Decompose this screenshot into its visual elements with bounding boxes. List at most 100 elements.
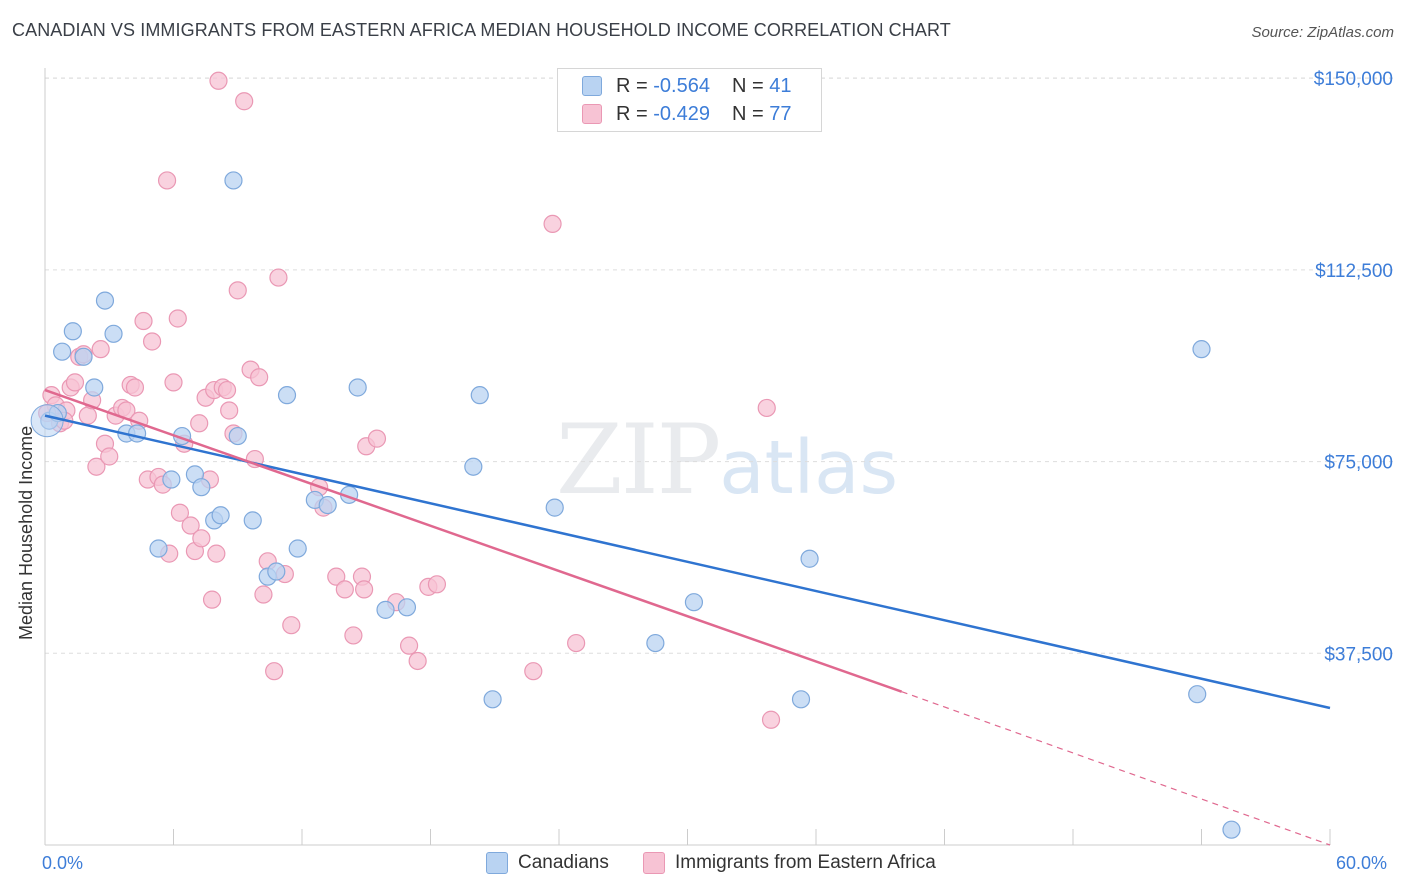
legend-swatch-pink [643, 852, 665, 874]
data-point [376, 600, 395, 619]
data-point [318, 495, 337, 515]
data-point [355, 580, 374, 599]
stats-legend: R = -0.564 N = 41 R = -0.429 N = 77 [557, 68, 822, 132]
data-point [267, 562, 286, 581]
data-point [464, 457, 483, 476]
data-point [100, 447, 119, 466]
data-point [269, 268, 288, 287]
data-point [397, 598, 417, 617]
data-point [1188, 685, 1207, 704]
data-point [192, 478, 211, 497]
data-point [282, 616, 301, 635]
data-point [344, 626, 363, 645]
data-point [277, 386, 297, 405]
y-tick-label: $112,500 [1315, 261, 1393, 282]
data-point [367, 429, 387, 448]
data-point [545, 498, 564, 517]
data-point [761, 710, 781, 729]
data-point [757, 398, 776, 418]
data-point [224, 171, 243, 190]
data-point [104, 324, 123, 343]
legend-r-value: -0.429 [653, 102, 710, 125]
source-label: Source: ZipAtlas.com [1251, 24, 1394, 41]
data-point [78, 406, 97, 425]
legend-n-value: 77 [769, 102, 792, 125]
data-point [164, 373, 183, 392]
legend-r-value: -0.564 [653, 74, 710, 97]
series-legend-immigrants: Immigrants from Eastern Africa [643, 852, 936, 874]
chart-title: CANADIAN VS IMMIGRANTS FROM EASTERN AFRI… [12, 20, 951, 40]
legend-row-immigrants: R = -0.429 N = 77 [582, 101, 791, 127]
data-point [288, 539, 307, 558]
data-point [1192, 340, 1211, 359]
data-point [217, 380, 237, 400]
data-point [162, 470, 181, 489]
data-point [327, 567, 346, 586]
data-point [91, 340, 110, 359]
data-point [243, 511, 262, 530]
watermark-zip: ZIP [556, 404, 721, 516]
data-point [684, 593, 704, 612]
y-tick-label: $37,500 [1324, 644, 1393, 665]
series-legend: Canadians Immigrants from Eastern Africa [0, 852, 1406, 878]
data-point [335, 580, 354, 599]
data-point [74, 347, 93, 366]
data-point [149, 539, 168, 558]
data-point [207, 544, 226, 563]
data-point [209, 71, 228, 90]
data-point [85, 378, 104, 397]
trend-line-immigrants-extrapolated [901, 691, 1331, 846]
data-point [170, 503, 190, 522]
data-point [483, 690, 502, 709]
legend-n-label: N = [731, 74, 764, 97]
data-point [250, 368, 269, 387]
trend-line-canadians [44, 414, 1331, 710]
data-point [399, 636, 419, 655]
data-point [202, 590, 222, 609]
y-tick-label: $75,000 [1324, 453, 1393, 474]
series-legend-label: Canadians [518, 852, 609, 873]
x-tick-label-max: 60.0% [1336, 853, 1388, 873]
watermark: ZIPatlas [556, 404, 898, 516]
data-point [142, 332, 162, 351]
legend-r-label: R = [616, 74, 648, 97]
data-point [63, 322, 82, 341]
data-point [228, 426, 247, 446]
data-point [192, 529, 211, 548]
data-point [157, 171, 177, 190]
data-point [1222, 820, 1241, 839]
data-point [408, 651, 427, 671]
data-point [254, 585, 273, 604]
data-point [87, 457, 106, 476]
trend-line-immigrants [44, 388, 903, 693]
y-axis-label: Median Household Income [16, 425, 36, 640]
data-point [95, 291, 115, 310]
data-point [800, 549, 819, 568]
data-point [235, 92, 254, 111]
data-point [470, 386, 489, 405]
data-point [220, 401, 239, 420]
legend-row-canadians: R = -0.564 N = 41 [582, 73, 791, 99]
series-legend-label: Immigrants from Eastern Africa [675, 852, 936, 873]
data-point [168, 309, 187, 328]
data-point [134, 311, 153, 331]
data-point [646, 633, 665, 653]
legend-swatch-blue [486, 852, 508, 874]
data-point [524, 662, 543, 681]
data-point [348, 378, 367, 397]
data-point [53, 342, 72, 361]
legend-swatch-blue [582, 76, 602, 96]
data-point [567, 633, 586, 653]
data-point [190, 414, 209, 433]
watermark-atlas: atlas [719, 425, 899, 511]
data-point [427, 575, 447, 594]
data-point [791, 690, 811, 709]
data-point [543, 214, 562, 234]
legend-n-label: N = [731, 102, 764, 125]
data-point [265, 662, 284, 681]
legend-n-value: 41 [769, 74, 792, 97]
series-legend-canadians: Canadians [486, 852, 609, 874]
data-point [127, 424, 147, 443]
data-point [125, 378, 145, 397]
legend-r-label: R = [616, 102, 648, 125]
